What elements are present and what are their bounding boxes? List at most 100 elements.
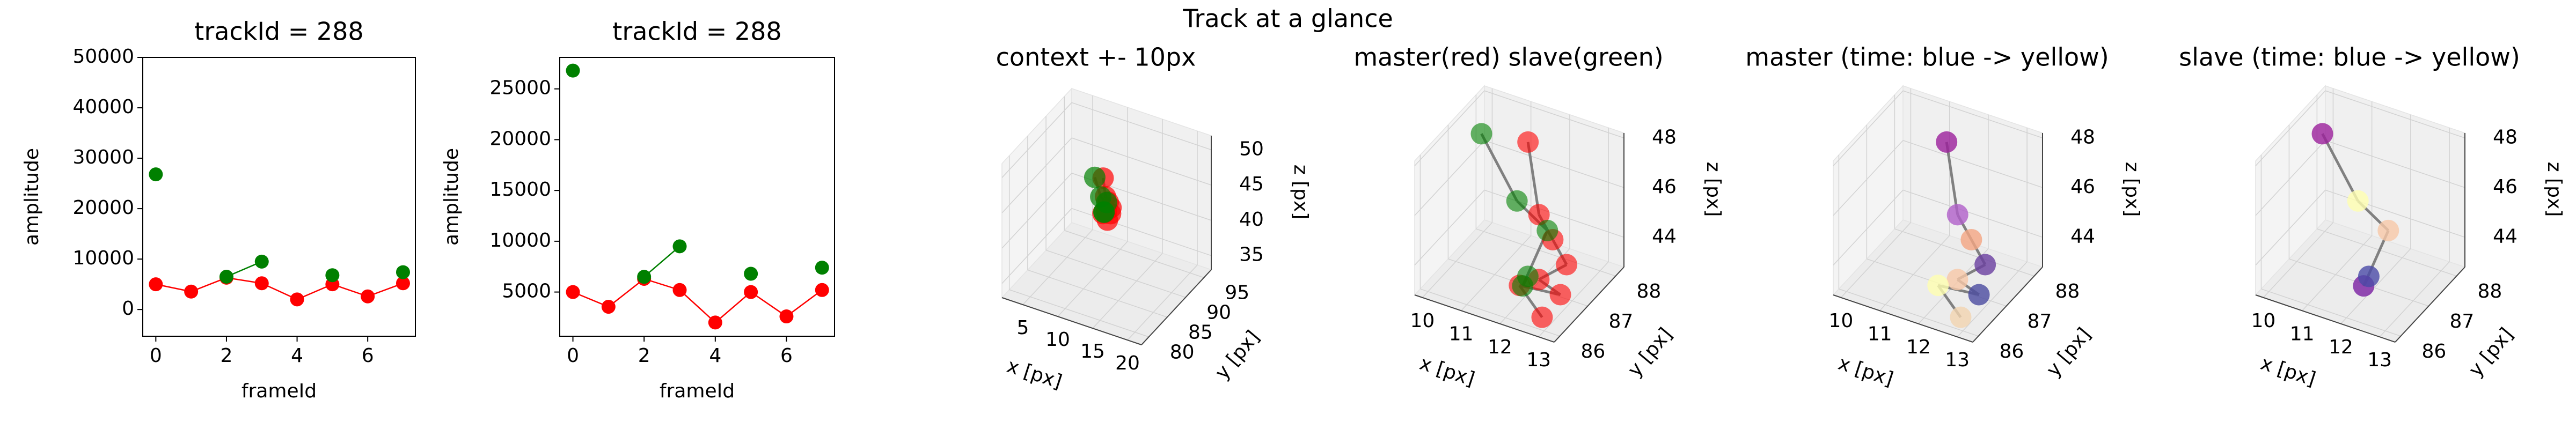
point: [149, 167, 163, 182]
x-tick-label: 2: [638, 345, 650, 367]
x-axis-line: [1414, 294, 1555, 343]
point: [254, 276, 269, 291]
x-tick-label: 13: [2367, 349, 2392, 371]
grid-line: [1839, 289, 1979, 337]
y-tick-label: 87: [2449, 310, 2474, 332]
point: [1974, 254, 1996, 276]
grid-line: [2340, 248, 2411, 324]
y-tick-label: 87: [2027, 310, 2052, 332]
grid-line: [1071, 137, 1212, 186]
grid-line: [1127, 264, 1198, 341]
grid-line: [1476, 228, 1616, 277]
y-tick-label: 88: [2477, 280, 2502, 302]
y-tick-label: 86: [2421, 341, 2446, 363]
x-tick-label: 4: [291, 345, 303, 367]
x-axis-label: frameId: [241, 380, 317, 402]
connector: [1480, 133, 1518, 202]
z-tick-label: 48: [1652, 126, 1677, 148]
z-tick-label: 40: [1239, 209, 1264, 231]
point: [325, 268, 340, 283]
y-tick-label: 0: [122, 298, 134, 320]
x-axis-line: [1001, 297, 1142, 345]
y-axis-label: amplitude: [21, 148, 43, 246]
grid-line: [2255, 189, 2326, 265]
connector: [1526, 142, 1541, 215]
point: [1549, 284, 1571, 306]
grid-line: [1420, 289, 1560, 337]
grid-line: [1484, 140, 1624, 188]
z-tick-label: 48: [2493, 126, 2518, 148]
y-tick-label: 30000: [72, 146, 134, 168]
z-tick-label: 35: [1239, 244, 1264, 266]
x-axis-line: [1833, 294, 1973, 343]
x-tick-label: 0: [150, 345, 162, 367]
point: [815, 261, 829, 275]
grid-line: [1879, 235, 1950, 311]
point: [566, 285, 580, 299]
y-axis-line: [1554, 267, 1624, 343]
point: [672, 239, 687, 254]
point: [1470, 123, 1492, 145]
z-axis-label: z [px]: [1702, 162, 1724, 217]
x-tick-label: 10: [1829, 310, 1854, 332]
x-tick-label: 4: [709, 345, 721, 367]
grid-line: [2325, 140, 2465, 188]
grid-line: [2317, 228, 2457, 277]
y-tick-label: 85: [1188, 321, 1213, 343]
chart-title: trackId = 288: [194, 17, 363, 46]
z-axis-label: z [px]: [2543, 162, 2565, 217]
point: [1084, 166, 1106, 188]
y-tick-label: 86: [1580, 341, 1605, 363]
point: [2377, 219, 2399, 241]
z-tick-label: 50: [1239, 138, 1264, 160]
grid-line: [1414, 90, 1485, 166]
x-tick-label: 12: [1906, 336, 1931, 358]
grid-line: [1840, 222, 1911, 298]
x-tick-label: 15: [1080, 341, 1105, 363]
x-tick-label: 20: [1115, 352, 1140, 374]
grid-line: [1484, 90, 1624, 138]
grid-line: [2261, 289, 2401, 337]
point: [815, 283, 829, 297]
plot-frame: [559, 57, 835, 337]
x-tick-label: 13: [1526, 349, 1551, 371]
point: [2311, 123, 2333, 145]
point: [2358, 265, 2380, 287]
grid-line: [1001, 102, 1072, 178]
x-tick-label: 6: [780, 345, 793, 367]
point: [1946, 269, 1968, 291]
point: [779, 309, 794, 324]
grid-line: [1538, 261, 1609, 337]
chart-title: master(red) slave(green): [1353, 43, 1663, 72]
z-axis-label: z [px]: [2121, 162, 2143, 217]
x-axis-line: [2255, 294, 2396, 343]
y-tick-label: 95: [1225, 282, 1249, 304]
chart-title: trackId = 288: [612, 17, 781, 46]
x-tick-label: 2: [221, 345, 233, 367]
grid-line: [1022, 229, 1093, 305]
x-tick-label: 12: [1488, 336, 1512, 358]
point: [1960, 228, 1982, 250]
grid-line: [1064, 230, 1204, 278]
x-tick-label: 12: [2329, 336, 2353, 358]
grid-line: [1001, 208, 1072, 284]
point: [396, 265, 410, 279]
y-axis-label: amplitude: [441, 148, 463, 246]
point: [1536, 219, 1558, 241]
grid-line: [1894, 228, 2035, 277]
x-tick-label: 11: [1449, 323, 1474, 345]
x-tick-label: 13: [1945, 349, 1970, 371]
point: [1927, 275, 1949, 297]
point: [2347, 190, 2369, 212]
z-axis-label: z [px]: [1290, 165, 1312, 220]
y-tick-label: 80: [1170, 341, 1195, 363]
grid-line: [1833, 189, 1904, 265]
point: [254, 254, 269, 269]
x-tick-label: 10: [1045, 329, 1070, 351]
grid-line: [1833, 90, 1904, 166]
grid-line: [1009, 289, 1149, 337]
grid-line: [2255, 140, 2326, 216]
y-tick-label: 88: [2055, 280, 2080, 302]
